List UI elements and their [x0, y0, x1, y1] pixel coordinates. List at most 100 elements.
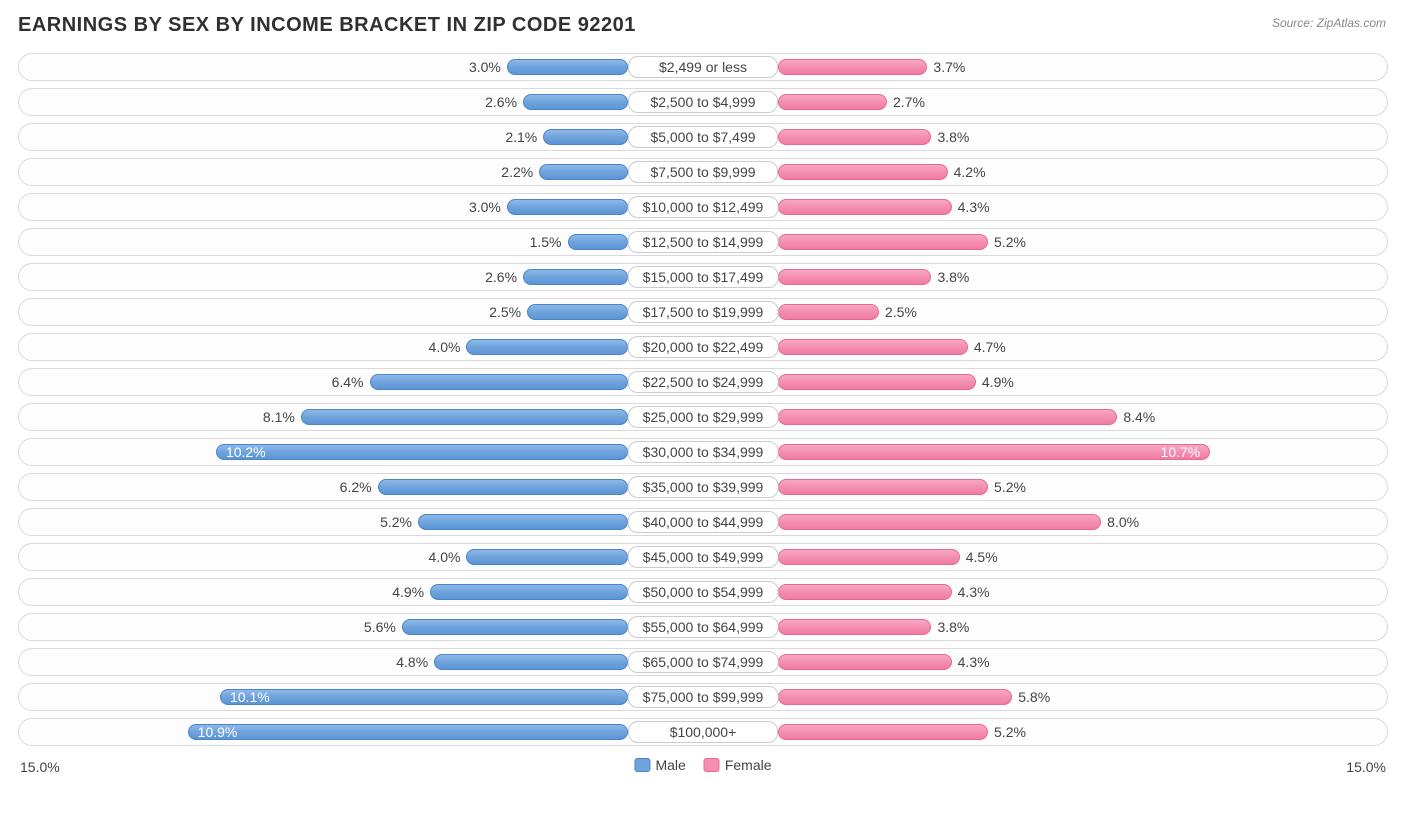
chart-row: 5.2%8.0%$40,000 to $44,999 — [18, 508, 1388, 536]
male-swatch-icon — [634, 758, 650, 772]
female-bar — [778, 584, 952, 600]
male-value-label: 2.2% — [479, 162, 539, 182]
female-bar — [778, 654, 952, 670]
bracket-label: $55,000 to $64,999 — [628, 616, 779, 638]
female-value-label: 5.2% — [988, 722, 1048, 742]
male-value-label: 3.0% — [447, 197, 507, 217]
legend-female: Female — [704, 757, 772, 773]
bracket-label: $45,000 to $49,999 — [628, 546, 779, 568]
legend-female-label: Female — [725, 757, 772, 773]
bracket-label: $30,000 to $34,999 — [628, 441, 779, 463]
male-bar — [523, 94, 628, 110]
bracket-label: $35,000 to $39,999 — [628, 476, 779, 498]
male-bar — [568, 234, 629, 250]
chart-row: 8.1%8.4%$25,000 to $29,999 — [18, 403, 1388, 431]
female-bar — [778, 689, 1012, 705]
male-bar — [370, 374, 629, 390]
male-value-label: 2.5% — [467, 302, 527, 322]
chart-row: 6.2% 5.2% $35,000 to $39,999 — [18, 473, 1388, 501]
bracket-label: $20,000 to $22,499 — [628, 336, 779, 358]
bracket-label: $75,000 to $99,999 — [628, 686, 779, 708]
bracket-label: $12,500 to $14,999 — [628, 231, 779, 253]
male-value-label: 8.1% — [241, 407, 301, 427]
male-value-label: 4.0% — [406, 337, 466, 357]
bracket-label: $25,000 to $29,999 — [628, 406, 779, 428]
legend: Male Female — [634, 757, 771, 773]
male-value-label: 3.0% — [447, 57, 507, 77]
source-attribution: Source: ZipAtlas.com — [1272, 16, 1386, 30]
chart-row: 4.9%4.3%$50,000 to $54,999 — [18, 578, 1388, 606]
female-value-label: 3.8% — [931, 267, 991, 287]
chart-row: 3.0%4.3%$10,000 to $12,499 — [18, 193, 1388, 221]
male-value-label: 1.5% — [507, 232, 567, 252]
diverging-bar-chart: 3.0%3.7%$2,499 or less2.6%2.7%$2,500 to … — [0, 43, 1406, 746]
female-value-label: 3.7% — [927, 57, 987, 77]
male-value-label: 6.4% — [310, 372, 370, 392]
male-value-label: 6.2% — [318, 477, 378, 497]
female-value-label: 10.7% — [778, 442, 1210, 462]
female-bar — [778, 339, 968, 355]
female-value-label: 4.5% — [960, 547, 1020, 567]
male-value-label: 4.8% — [374, 652, 434, 672]
chart-row: 4.8%4.3%$65,000 to $74,999 — [18, 648, 1388, 676]
female-bar — [778, 59, 928, 75]
male-value-label: 2.1% — [483, 127, 543, 147]
male-value-label: 10.1% — [220, 687, 628, 707]
male-value-label: 5.6% — [342, 617, 402, 637]
female-swatch-icon — [704, 758, 720, 772]
female-value-label: 5.2% — [988, 232, 1048, 252]
female-bar — [778, 479, 988, 495]
male-value-label: 2.6% — [463, 267, 523, 287]
male-value-label: 10.2% — [216, 442, 628, 462]
bracket-label: $100,000+ — [628, 721, 778, 743]
male-bar — [378, 479, 629, 495]
female-value-label: 4.3% — [952, 652, 1012, 672]
male-value-label: 4.0% — [406, 547, 466, 567]
female-value-label: 4.2% — [948, 162, 1008, 182]
chart-row: 10.9% 5.2% $100,000+ — [18, 718, 1388, 746]
male-bar — [543, 129, 628, 145]
chart-row: 2.6% 3.8% $15,000 to $17,499 — [18, 263, 1388, 291]
male-value-label: 10.9% — [188, 722, 628, 742]
chart-row: 2.2% 4.2% $7,500 to $9,999 — [18, 158, 1388, 186]
axis-max-right: 15.0% — [1346, 759, 1386, 775]
male-bar — [301, 409, 628, 425]
chart-row: 5.6%3.8%$55,000 to $64,999 — [18, 613, 1388, 641]
female-bar — [778, 199, 952, 215]
female-bar — [778, 724, 988, 740]
female-value-label: 4.9% — [976, 372, 1036, 392]
chart-row: 4.0% 4.5% $45,000 to $49,999 — [18, 543, 1388, 571]
female-value-label: 4.3% — [952, 197, 1012, 217]
female-value-label: 2.5% — [879, 302, 939, 322]
axis-max-left: 15.0% — [20, 759, 60, 775]
legend-male-label: Male — [655, 757, 685, 773]
male-bar — [539, 164, 628, 180]
female-value-label: 4.7% — [968, 337, 1028, 357]
chart-row: 4.0% 4.7% $20,000 to $22,499 — [18, 333, 1388, 361]
female-bar — [778, 374, 976, 390]
male-bar — [466, 549, 628, 565]
male-value-label: 2.6% — [463, 92, 523, 112]
male-bar — [418, 514, 628, 530]
bracket-label: $7,500 to $9,999 — [628, 161, 778, 183]
female-bar — [778, 549, 960, 565]
female-value-label: 2.7% — [887, 92, 947, 112]
chart-footer: 15.0% 15.0% Male Female — [0, 753, 1406, 787]
female-value-label: 5.8% — [1012, 687, 1072, 707]
female-value-label: 3.8% — [931, 127, 991, 147]
bracket-label: $2,500 to $4,999 — [628, 91, 778, 113]
bracket-label: $22,500 to $24,999 — [628, 371, 779, 393]
chart-row: 1.5% 5.2% $12,500 to $14,999 — [18, 228, 1388, 256]
chart-title: EARNINGS BY SEX BY INCOME BRACKET IN ZIP… — [0, 0, 1406, 43]
male-bar — [466, 339, 628, 355]
bracket-label: $50,000 to $54,999 — [628, 581, 779, 603]
female-bar — [778, 94, 887, 110]
male-bar — [434, 654, 628, 670]
male-bar — [402, 619, 628, 635]
bracket-label: $15,000 to $17,499 — [628, 266, 779, 288]
female-value-label: 5.2% — [988, 477, 1048, 497]
female-bar — [778, 409, 1117, 425]
female-bar — [778, 164, 948, 180]
male-bar — [523, 269, 628, 285]
female-value-label: 8.0% — [1101, 512, 1161, 532]
